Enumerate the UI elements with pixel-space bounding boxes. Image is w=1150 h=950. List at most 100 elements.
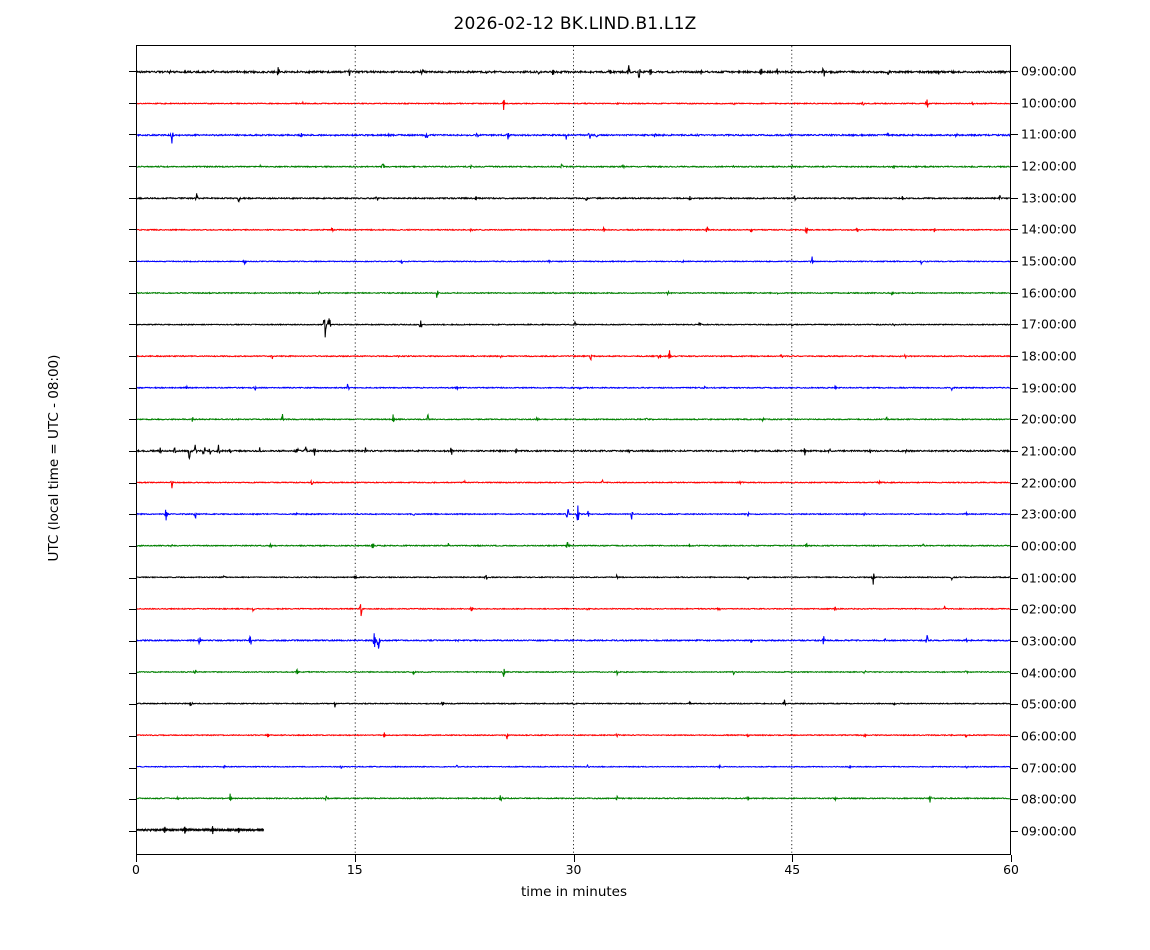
y-tick-label-right: 16:00:00 — [1021, 285, 1077, 301]
x-tick-label: 30 — [565, 862, 582, 877]
y-tick-label-right: 12:00:00 — [1021, 158, 1077, 174]
y-tick-label-right: 01:00:00 — [1021, 570, 1077, 586]
seismogram-trace — [137, 543, 1010, 549]
y-tick-mark-right — [1010, 355, 1018, 358]
y-tick-mark-right — [1010, 514, 1018, 516]
y-tick-mark-right — [1010, 482, 1018, 484]
y-tick-mark-right — [1010, 324, 1018, 326]
y-tick-mark-left — [129, 260, 137, 263]
seismogram-trace — [137, 445, 1010, 459]
y-tick-label-right: 20:00:00 — [1021, 411, 1077, 427]
y-tick-mark-right — [1010, 292, 1018, 294]
y-tick-mark-right — [1010, 102, 1018, 104]
y-tick-mark-left — [129, 830, 137, 832]
y-tick-mark-left — [129, 672, 137, 674]
seismogram-trace — [137, 669, 1010, 677]
y-tick-label-right: 00:00:00 — [1021, 538, 1077, 554]
y-tick-mark-right — [1010, 260, 1018, 263]
x-tick-mark — [136, 855, 138, 862]
x-axis-label: time in minutes — [520, 884, 628, 900]
y-tick-mark-left — [129, 229, 137, 231]
y-tick-mark-right — [1010, 704, 1018, 706]
y-tick-mark-left — [129, 767, 137, 769]
y-tick-mark-left — [129, 292, 137, 294]
seismogram-trace — [137, 765, 1010, 768]
y-tick-label-right: 09:00:00 — [1021, 63, 1077, 79]
seismogram-traces — [137, 46, 1010, 854]
y-tick-mark-left — [129, 165, 137, 168]
y-tick-label-right: 15:00:00 — [1021, 253, 1077, 269]
y-tick-mark-right — [1010, 609, 1018, 611]
y-tick-mark-right — [1010, 134, 1018, 136]
x-tick-mark — [792, 855, 794, 862]
y-tick-label-right: 09:00:00 — [1021, 823, 1077, 839]
y-tick-mark-left — [129, 450, 137, 452]
y-tick-label-right: 23:00:00 — [1021, 506, 1077, 522]
y-tick-mark-right — [1010, 735, 1018, 737]
y-tick-label-right: 17:00:00 — [1021, 316, 1077, 332]
y-tick-mark-right — [1010, 545, 1018, 547]
y-tick-label-right: 07:00:00 — [1021, 760, 1077, 776]
y-tick-mark-right — [1010, 640, 1018, 642]
y-tick-mark-right — [1010, 165, 1018, 168]
x-tick-mark — [1011, 855, 1013, 862]
y-tick-mark-left — [129, 735, 137, 737]
y-tick-mark-right — [1010, 577, 1018, 579]
x-tick-mark — [573, 855, 575, 862]
y-tick-mark-right — [1010, 197, 1018, 199]
seismogram-trace — [137, 700, 1010, 708]
y-tick-label-right: 02:00:00 — [1021, 601, 1077, 617]
y-tick-label-right: 22:00:00 — [1021, 475, 1077, 491]
y-tick-mark-right — [1010, 672, 1018, 674]
seismogram-trace — [137, 633, 1010, 648]
y-tick-mark-left — [129, 514, 137, 516]
y-tick-mark-left — [129, 102, 137, 104]
y-tick-mark-left — [129, 609, 137, 611]
y-tick-mark-left — [129, 640, 137, 642]
seismogram-trace — [137, 257, 1010, 264]
seismogram-trace — [137, 164, 1010, 168]
x-tick-label: 0 — [132, 862, 140, 877]
y-tick-mark-right — [1010, 71, 1018, 73]
seismogram-trace — [137, 350, 1010, 359]
y-tick-label-right: 03:00:00 — [1021, 633, 1077, 649]
x-tick-mark — [354, 855, 356, 862]
y-tick-mark-right — [1010, 799, 1018, 801]
y-tick-label-right: 08:00:00 — [1021, 791, 1077, 807]
seismogram-trace — [137, 574, 1010, 585]
y-tick-label-right: 10:00:00 — [1021, 95, 1077, 111]
y-tick-mark-left — [129, 545, 137, 547]
y-tick-label-right: 19:00:00 — [1021, 380, 1077, 396]
x-tick-label: 60 — [1003, 862, 1019, 877]
x-tick-label: 15 — [346, 862, 363, 877]
y-tick-mark-left — [129, 197, 137, 199]
y-tick-mark-left — [129, 704, 137, 706]
y-tick-label-right: 11:00:00 — [1021, 126, 1077, 142]
y-tick-label-right: 06:00:00 — [1021, 728, 1077, 744]
y-tick-label-right: 14:00:00 — [1021, 221, 1077, 237]
page-title: 2026-02-12 BK.LIND.B1.L1Z — [453, 14, 697, 34]
y-tick-mark-left — [129, 387, 137, 389]
seismogram-trace — [137, 291, 1010, 298]
y-tick-mark-right — [1010, 419, 1018, 421]
y-tick-mark-left — [129, 577, 137, 579]
y-tick-mark-left — [129, 419, 137, 421]
seismogram-trace — [137, 826, 264, 834]
y-tick-label-right: 05:00:00 — [1021, 696, 1077, 712]
y-tick-mark-right — [1010, 830, 1018, 832]
seismogram-trace — [137, 100, 1010, 111]
x-tick-label: 45 — [784, 862, 801, 877]
y-tick-mark-left — [129, 324, 137, 326]
y-axis-label: UTC (local time = UTC - 08:00) — [46, 354, 62, 562]
seismogram-trace — [137, 604, 1010, 616]
y-tick-mark-left — [129, 799, 137, 801]
plot-area — [136, 45, 1011, 855]
y-tick-label-right: 04:00:00 — [1021, 665, 1077, 681]
y-tick-mark-right — [1010, 767, 1018, 769]
y-tick-mark-left — [129, 355, 137, 358]
y-tick-mark-left — [129, 134, 137, 136]
y-tick-mark-left — [129, 482, 137, 484]
y-tick-mark-right — [1010, 387, 1018, 389]
y-tick-mark-right — [1010, 229, 1018, 231]
